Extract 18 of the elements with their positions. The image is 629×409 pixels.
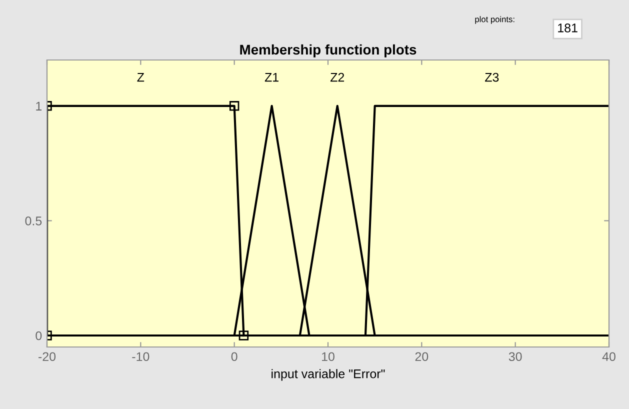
x-tick-label: -10	[132, 352, 150, 362]
text: Z2	[330, 72, 344, 82]
series-label: Z3	[485, 72, 499, 82]
series-label: Z	[137, 73, 144, 82]
x-tick-label: -20	[38, 352, 56, 362]
x-tick-label: 40	[602, 352, 616, 362]
y-tick-label: 0	[36, 331, 42, 340]
y-tick-label: 0.5	[25, 216, 42, 226]
text: 181	[558, 24, 578, 32]
x-tick-label: 30	[508, 352, 522, 362]
x-tick-label: 10	[322, 352, 334, 362]
y-tick-label: 1	[36, 102, 42, 110]
x-tick-label: 20	[415, 352, 428, 362]
x-axis-title: input variable "Error"	[272, 369, 385, 381]
chart-title: Membership function plots	[240, 44, 416, 58]
x-tick-label: 0	[231, 352, 238, 362]
text: Z1	[264, 73, 278, 82]
text: plot points:	[475, 16, 514, 24]
